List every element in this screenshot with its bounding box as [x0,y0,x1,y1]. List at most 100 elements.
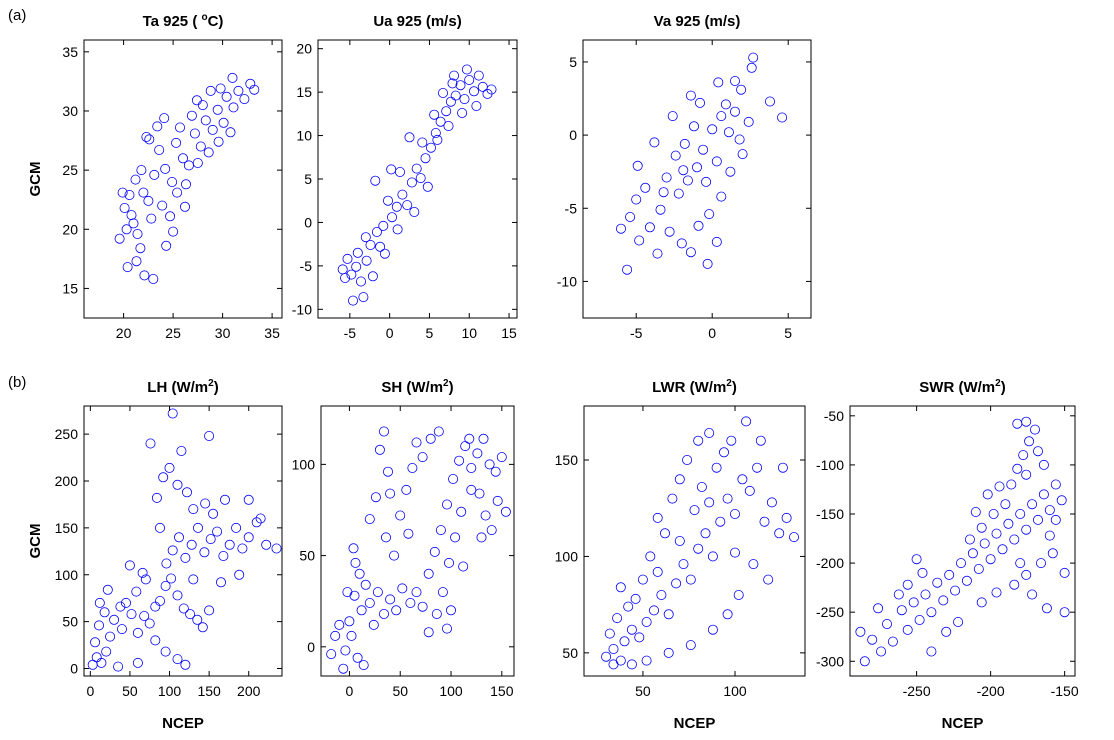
data-point [178,603,189,614]
data-point [407,462,418,473]
data-point [953,617,964,628]
data-point [101,646,112,657]
data-point [389,550,400,561]
x-tick-label: 0 [86,683,94,699]
data-point [203,147,214,158]
data-point [979,538,990,549]
data-point [741,416,752,427]
data-point [430,127,441,138]
x-tick-label: 35 [264,325,280,341]
data-point [720,99,731,110]
data-point [976,597,987,608]
point-group [855,416,1070,667]
data-point [94,620,105,631]
data-point [437,587,448,598]
data-point [411,587,422,598]
data-point [973,564,984,575]
data-point [186,539,197,550]
data-point [920,589,931,600]
data-point [213,136,224,147]
data-point [707,551,718,562]
data-point [1018,450,1029,461]
x-tick-label: -150 [1051,683,1079,699]
y-tick-label: 35 [62,44,78,60]
x-tick-label: 0 [386,325,394,341]
data-point [386,164,397,175]
data-point [435,525,446,536]
data-point [401,484,412,495]
data-point [402,200,413,211]
data-point [725,166,736,177]
data-point [420,153,431,164]
data-point [448,473,459,484]
data-point [143,195,154,206]
data-point [693,435,704,446]
y-tick-label: 15 [296,84,312,100]
data-point [893,589,904,600]
data-point [145,438,156,449]
data-point [368,619,379,630]
data-point [644,222,655,233]
data-point [616,223,627,234]
data-point [221,91,232,102]
data-point [652,566,663,577]
data-point [634,235,645,246]
y-tick-label: 50 [62,614,78,630]
data-point [91,652,102,663]
data-point [652,248,663,259]
data-point [707,624,718,635]
y-tick-label: 200 [55,473,79,489]
data-point [358,292,369,303]
data-point [1047,548,1058,559]
scatter-panel-va925: -5 0 5 -10 -5 0 5 Va 925 (m/s) [557,13,812,341]
data-point [218,551,229,562]
data-point [185,609,196,620]
data-point [1050,514,1061,525]
data-point [1012,418,1023,429]
data-point [385,488,396,499]
data-point [726,435,737,446]
data-point [350,557,361,568]
data-point [1056,495,1067,506]
axes-frame [83,39,283,319]
data-point [1021,524,1032,535]
data-point [380,532,391,543]
y-tick-label: 10 [296,128,312,144]
data-point [455,80,466,91]
data-point [197,100,208,111]
data-point [429,109,440,120]
data-point [902,579,913,590]
data-point [473,70,484,81]
data-point [121,597,132,608]
data-point [777,462,788,473]
data-point [171,137,182,148]
data-point [429,546,440,557]
data-point [346,269,357,280]
data-point [177,153,188,164]
data-point [164,462,175,473]
data-point [450,532,461,543]
data-point [460,441,471,452]
x-tick-label: 150 [197,683,221,699]
data-point [664,226,675,237]
data-point [409,206,420,217]
data-point [144,618,155,629]
data-point [1027,589,1038,600]
data-point [674,536,685,547]
data-point [212,526,223,537]
data-point [109,614,120,625]
scatter-panel-ta925: 20 25 30 35 15 20 25 30 35 Ta 925 ( oC) GCM [27,12,283,341]
scatter-panel-lwr: 50 100 50 100 150 LWR (W/m2) NCEP [555,378,806,732]
panel-title: Ua 925 (m/s) [373,13,461,30]
x-tick-label: 30 [215,325,231,341]
data-point [157,200,168,211]
data-point [188,574,199,585]
data-point [132,228,143,239]
data-point [192,614,203,625]
x-tick-label: 100 [723,683,747,699]
data-point [378,426,389,437]
data-point [715,516,726,527]
data-point [777,112,788,123]
data-point [678,165,689,176]
y-axis-label: GCM [27,524,44,559]
